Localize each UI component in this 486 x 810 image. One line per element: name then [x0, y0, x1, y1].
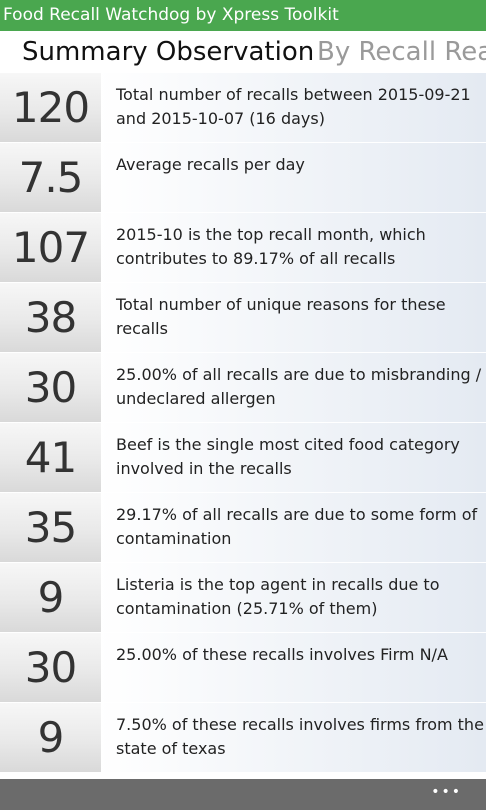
stat-description: Average recalls per day	[116, 155, 305, 174]
stat-description: 7.50% of these recalls involves firms fr…	[116, 715, 484, 758]
stat-number: 120	[0, 73, 101, 142]
app-title-bar: Food Recall Watchdog by Xpress Toolkit	[0, 0, 486, 31]
stat-number: 35	[0, 493, 101, 562]
list-item[interactable]: 120 Total number of recalls between 2015…	[0, 73, 486, 143]
tab-by-recall-reason[interactable]: By Recall Reaso	[317, 37, 486, 67]
app-title: Food Recall Watchdog by Xpress Toolkit	[3, 5, 339, 25]
stat-description: 2015-10 is the top recall month, which c…	[116, 225, 426, 268]
stat-description: 25.00% of all recalls are due to misbran…	[116, 365, 482, 408]
stat-description: Listeria is the top agent in recalls due…	[116, 575, 440, 618]
stat-description: Total number of unique reasons for these…	[116, 295, 446, 338]
app-bar: •••	[0, 779, 486, 810]
pivot-header: Summary Observation By Recall Reaso	[0, 31, 486, 73]
stat-number: 9	[0, 563, 101, 632]
list-item[interactable]: 38 Total number of unique reasons for th…	[0, 283, 486, 353]
stat-number: 7.5	[0, 143, 101, 212]
stat-description: Total number of recalls between 2015-09-…	[116, 85, 471, 128]
list-item[interactable]: 30 25.00% of all recalls are due to misb…	[0, 353, 486, 423]
stat-description: 25.00% of these recalls involves Firm N/…	[116, 645, 448, 664]
stat-number: 107	[0, 213, 101, 282]
list-item[interactable]: 9 7.50% of these recalls involves firms …	[0, 703, 486, 773]
list-item[interactable]: 30 25.00% of these recalls involves Firm…	[0, 633, 486, 703]
summary-list: 120 Total number of recalls between 2015…	[0, 73, 486, 773]
ellipsis-icon[interactable]: •••	[431, 784, 462, 800]
list-item[interactable]: 9 Listeria is the top agent in recalls d…	[0, 563, 486, 633]
stat-number: 41	[0, 423, 101, 492]
tab-summary-observation[interactable]: Summary Observation	[22, 37, 315, 67]
list-item[interactable]: 107 2015-10 is the top recall month, whi…	[0, 213, 486, 283]
list-item[interactable]: 7.5 Average recalls per day	[0, 143, 486, 213]
list-item[interactable]: 41 Beef is the single most cited food ca…	[0, 423, 486, 493]
stat-number: 38	[0, 283, 101, 352]
stat-number: 9	[0, 703, 101, 772]
stat-description: Beef is the single most cited food categ…	[116, 435, 460, 478]
list-item[interactable]: 35 29.17% of all recalls are due to some…	[0, 493, 486, 563]
stat-description: 29.17% of all recalls are due to some fo…	[116, 505, 478, 548]
stat-number: 30	[0, 633, 101, 702]
stat-number: 30	[0, 353, 101, 422]
